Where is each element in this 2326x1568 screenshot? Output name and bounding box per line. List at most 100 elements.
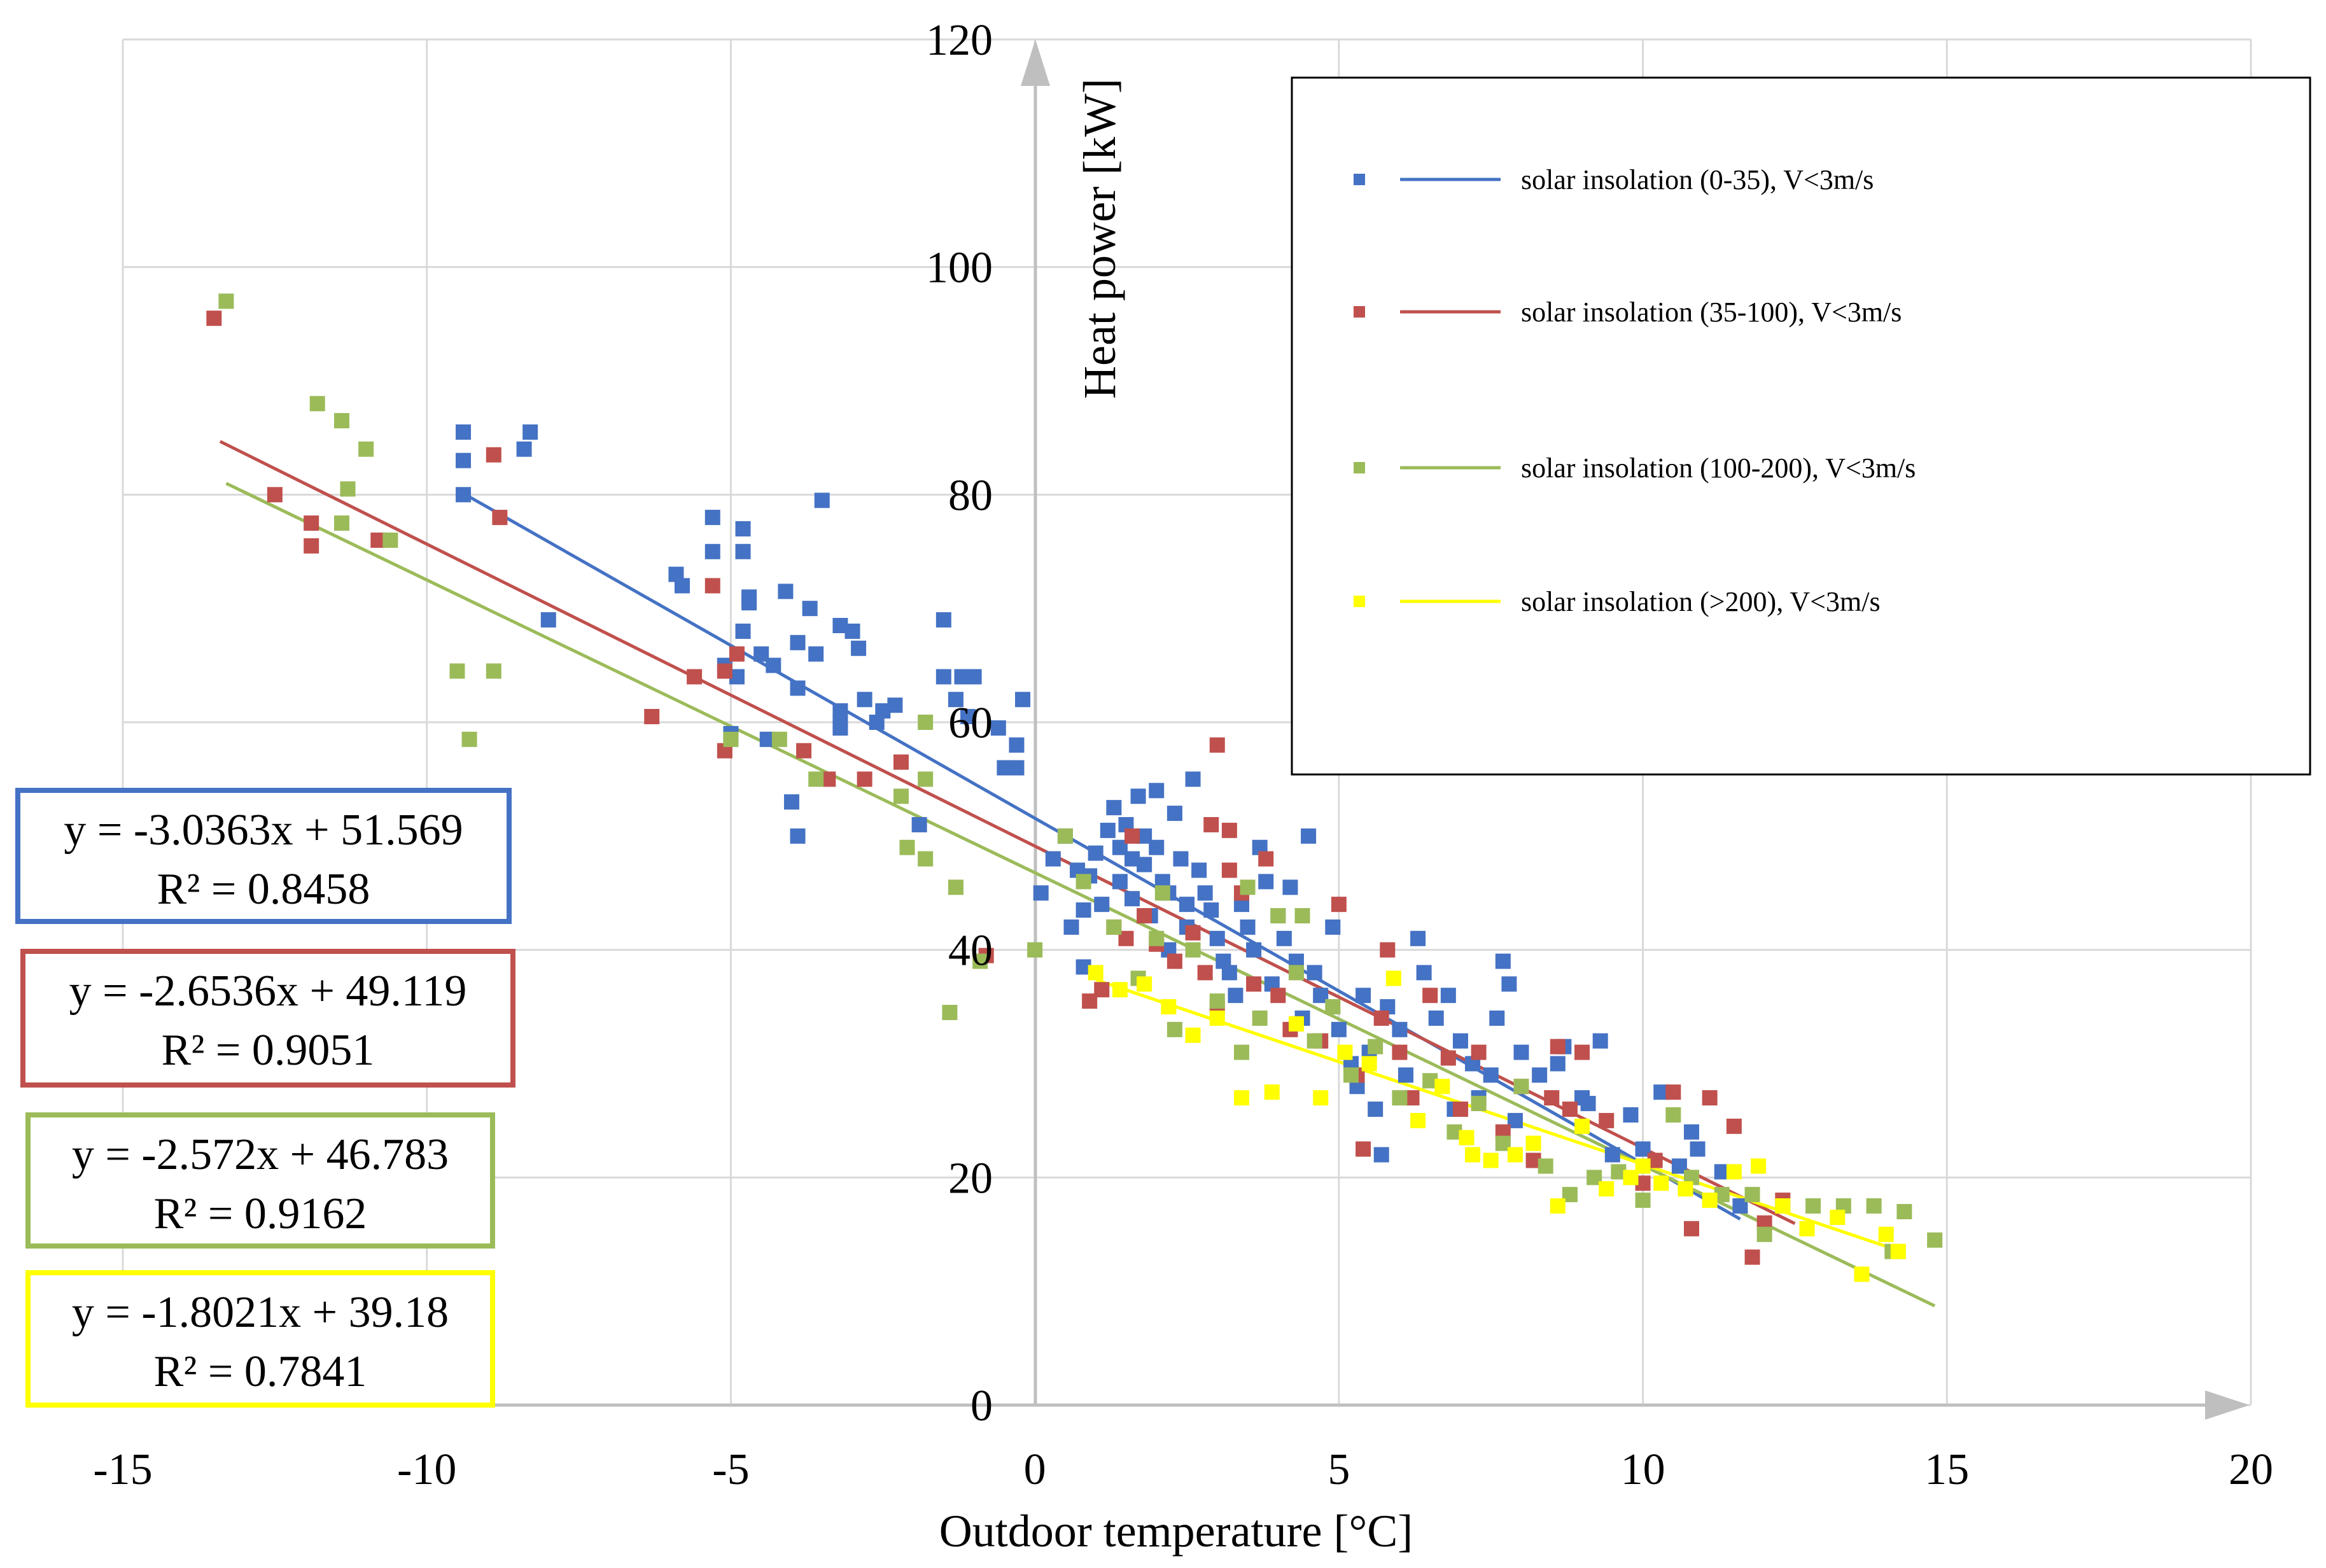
data-point (1258, 874, 1274, 890)
data-point (1751, 1158, 1767, 1174)
data-point (1100, 822, 1116, 838)
data-point (1483, 1067, 1499, 1083)
data-point (1373, 1147, 1389, 1163)
data-points (206, 293, 1943, 1282)
data-point (857, 771, 872, 787)
data-point (911, 816, 927, 832)
data-point (1440, 988, 1456, 1004)
data-point (1653, 1175, 1669, 1191)
data-point (778, 584, 794, 599)
data-point (1301, 828, 1317, 844)
data-point (1221, 965, 1237, 981)
data-point (790, 680, 806, 696)
equation-box (15, 788, 512, 924)
data-point (1033, 885, 1049, 901)
r-squared-text: R² = 0.9162 (154, 1189, 367, 1238)
data-point (1240, 919, 1256, 935)
data-point (783, 794, 799, 810)
data-point (1684, 1124, 1700, 1140)
y-tick-label: 60 (948, 699, 993, 748)
data-point (1775, 1198, 1791, 1214)
data-point (1574, 1044, 1590, 1060)
data-point (1635, 1158, 1651, 1174)
data-point (486, 447, 501, 463)
data-point (333, 515, 349, 531)
data-point (918, 715, 934, 730)
data-point (1343, 1067, 1359, 1083)
data-point (1580, 1096, 1596, 1112)
r-squared-text: R² = 0.7841 (154, 1347, 367, 1396)
data-point (1294, 908, 1310, 924)
data-point (1927, 1232, 1943, 1248)
data-point (802, 601, 818, 617)
equation-text: y = -2.572x + 46.783 (72, 1130, 449, 1179)
data-point (766, 657, 781, 673)
data-point (1465, 1147, 1481, 1163)
data-point (1282, 879, 1298, 895)
trendline (219, 440, 1796, 1226)
trendline (1095, 978, 1899, 1252)
data-point (832, 720, 848, 736)
data-point (1094, 982, 1110, 998)
data-point (1331, 1021, 1347, 1037)
data-point (456, 452, 472, 468)
data-point (1246, 976, 1262, 992)
data-point (1233, 1090, 1249, 1106)
data-point (790, 634, 806, 650)
data-point (456, 487, 472, 503)
data-point (1507, 1147, 1523, 1163)
data-point (893, 788, 909, 804)
data-point (1385, 970, 1401, 986)
data-point (1106, 919, 1122, 935)
data-point (1094, 897, 1110, 913)
data-point (1270, 988, 1286, 1004)
data-point (333, 413, 349, 429)
equation-text: y = -2.6536x + 49.119 (69, 967, 467, 1016)
data-point (704, 578, 720, 594)
data-point (1197, 965, 1213, 981)
data-point (729, 646, 745, 662)
data-point (1744, 1187, 1760, 1203)
data-point (1088, 965, 1103, 981)
data-point (1428, 1010, 1444, 1026)
data-point (1830, 1209, 1846, 1225)
data-point (1288, 1016, 1304, 1032)
data-point (790, 828, 806, 844)
data-point (1373, 1010, 1389, 1026)
data-point (687, 669, 703, 685)
legend: solar insolation (0-35), V<3m/s solar ins… (1291, 76, 2311, 776)
data-point (1276, 930, 1292, 946)
data-point (218, 293, 234, 309)
data-point (1416, 965, 1432, 981)
legend-label: solar insolation (0-35), V<3m/s (1521, 164, 1874, 195)
data-point (1307, 1033, 1322, 1049)
data-point (1702, 1090, 1718, 1106)
data-point (340, 481, 356, 497)
data-point (1124, 828, 1140, 844)
data-point (948, 879, 963, 895)
data-point (1592, 1033, 1608, 1049)
data-point (796, 743, 812, 759)
x-tick-label: 0 (1024, 1445, 1046, 1494)
data-point (1361, 1056, 1377, 1072)
data-point (461, 731, 477, 747)
data-point (1398, 1067, 1413, 1083)
data-point (1495, 953, 1511, 969)
data-point (735, 623, 751, 639)
data-point (309, 396, 325, 412)
data-point (966, 669, 982, 685)
data-point (1124, 891, 1140, 907)
data-point (486, 663, 501, 679)
tick-labels: -15 -10 -5 0 5 10 15 20 0 20 40 60 80 100 120 (93, 16, 2273, 1494)
data-point (1221, 822, 1237, 838)
data-point (1167, 806, 1182, 822)
y-tick-label: 20 (948, 1154, 993, 1203)
x-axis-title: Outdoor temperature [°C] (939, 1506, 1413, 1557)
y-tick-label: 100 (926, 244, 993, 293)
equation-box (20, 949, 515, 1088)
data-point (1599, 1112, 1615, 1128)
x-tick-label: -10 (397, 1445, 456, 1494)
data-point (1604, 1147, 1620, 1163)
data-point (1137, 976, 1152, 992)
trendline-equations: y = -3.0363x + 51.569 R² = 0.8458 y = -2.6… (15, 788, 515, 1408)
